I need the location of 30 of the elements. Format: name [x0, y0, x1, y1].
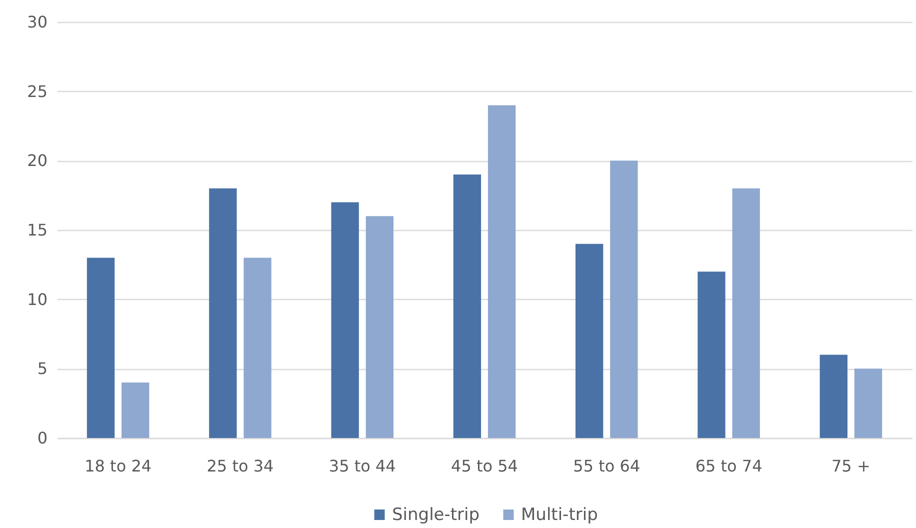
legend-label: Single-trip [392, 504, 480, 525]
bar [732, 188, 760, 438]
x-tick-label: 45 to 54 [451, 456, 518, 476]
y-tick-label: 10 [27, 290, 48, 309]
y-tick-label: 0 [37, 428, 48, 448]
x-tick-label: 35 to 44 [328, 456, 396, 476]
bar [366, 216, 394, 438]
x-tick-label: 25 to 34 [206, 456, 274, 476]
y-tick-label: 20 [27, 151, 48, 170]
x-tick-label: 18 to 24 [84, 456, 152, 476]
bar [209, 188, 237, 438]
bar [488, 105, 516, 438]
legend-label: Multi-trip [521, 504, 598, 525]
bar [854, 368, 882, 438]
bar [610, 160, 638, 438]
bar [331, 202, 359, 438]
y-tick-label: 25 [27, 82, 48, 101]
bar [86, 258, 115, 438]
x-tick-label: 65 to 74 [695, 456, 762, 476]
bar [820, 354, 848, 438]
x-tick-label: 75 + [832, 456, 870, 476]
y-tick-label: 30 [27, 12, 48, 32]
y-tick-label: 15 [27, 220, 48, 240]
bar [453, 174, 482, 438]
bar [244, 258, 272, 438]
y-tick-label: 5 [37, 359, 48, 378]
bar [575, 244, 604, 438]
x-tick-label: 55 to 64 [573, 456, 640, 476]
bar [122, 382, 150, 438]
bar [698, 272, 726, 438]
